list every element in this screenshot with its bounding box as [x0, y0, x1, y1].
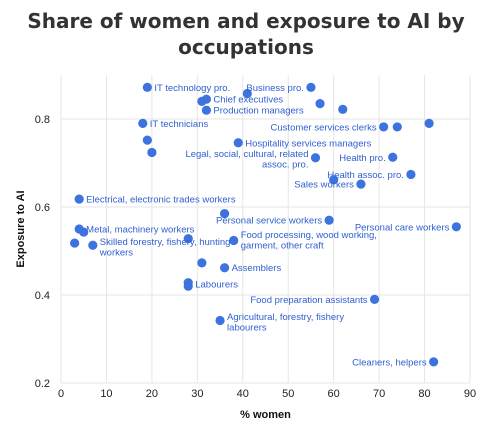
point-label: Hospitality services managers — [245, 138, 371, 149]
x-tick-label: 0 — [58, 388, 64, 400]
point-label: IT technology pro. — [154, 83, 230, 94]
data-point — [197, 258, 207, 268]
y-tick-label: 0.6 — [35, 202, 50, 214]
point-label: Metal, machinery workers — [86, 225, 194, 236]
data-point — [215, 315, 225, 326]
point-label: Electrical, electronic trades workers — [86, 195, 236, 206]
data-point — [424, 118, 434, 128]
data-point — [306, 82, 316, 92]
point-label: Food preparation assistants — [250, 295, 367, 306]
x-tick-label: 60 — [328, 388, 340, 400]
x-tick-label: 20 — [146, 388, 158, 400]
x-tick-label: 50 — [282, 388, 294, 400]
point-label: Food processing, wood working, garment, o… — [241, 230, 377, 252]
x-tick-label: 90 — [464, 388, 476, 400]
point-label: Agricultural, forestry, fishery labourers — [227, 312, 344, 334]
data-point — [183, 234, 193, 244]
point-label: Cleaners, helpers — [352, 357, 427, 368]
data-point — [324, 215, 334, 225]
data-point — [315, 99, 325, 109]
point-label: Skilled forestry, fishery, hunting worker… — [99, 237, 231, 259]
y-axis-label: Exposure to AI — [15, 190, 27, 267]
data-point — [74, 194, 84, 204]
data-point — [70, 238, 80, 248]
data-point — [201, 105, 212, 115]
data-point — [183, 281, 193, 291]
point-label: Business pro. — [246, 83, 304, 94]
point-label: Customer services clerks — [271, 122, 377, 133]
point-label: Personal service workers — [216, 216, 322, 227]
data-point — [147, 147, 157, 158]
point-label: Health assoc. pro. — [327, 170, 404, 181]
x-tick-label: 80 — [418, 388, 430, 400]
y-tick-label: 0.4 — [35, 290, 50, 302]
data-point — [310, 153, 321, 163]
data-point — [79, 227, 89, 237]
y-tick-label: 0.2 — [35, 378, 50, 390]
data-point — [338, 104, 348, 114]
data-point — [379, 122, 389, 132]
data-point — [229, 235, 239, 246]
data-point — [138, 118, 148, 128]
x-tick-label: 30 — [191, 388, 203, 400]
data-point — [233, 138, 243, 148]
data-point — [88, 240, 98, 250]
point-label: Legal, social, cultural, related assoc. p… — [185, 149, 308, 171]
data-point — [388, 152, 398, 162]
point-label: Assemblers — [232, 263, 282, 274]
point-label: Sales workers — [294, 180, 354, 191]
x-axis-label: % women — [240, 409, 291, 421]
x-tick-label: 40 — [237, 388, 249, 400]
data-point — [142, 82, 152, 92]
data-point — [142, 135, 152, 145]
data-point — [242, 88, 252, 99]
point-label: Chief executives — [213, 95, 283, 106]
chart-title: Share of women and exposure to AI by occ… — [27, 9, 465, 59]
data-point — [197, 96, 207, 106]
data-point — [429, 357, 439, 367]
data-point — [369, 294, 380, 304]
y-tick-label: 0.8 — [35, 114, 50, 126]
x-tick-label: 10 — [100, 388, 112, 400]
data-point — [329, 175, 339, 185]
data-point — [220, 263, 230, 273]
point-label: IT technicians — [150, 119, 209, 130]
data-point — [392, 122, 402, 132]
point-label: Labourers — [195, 280, 238, 291]
data-point — [451, 222, 461, 232]
point-label: Personal care workers — [355, 222, 450, 233]
data-point — [406, 169, 416, 180]
data-point — [220, 209, 230, 219]
data-point — [356, 179, 366, 189]
x-tick-label: 70 — [373, 388, 385, 400]
point-label: Production managers — [213, 106, 304, 117]
point-label: Health pro. — [339, 153, 385, 164]
